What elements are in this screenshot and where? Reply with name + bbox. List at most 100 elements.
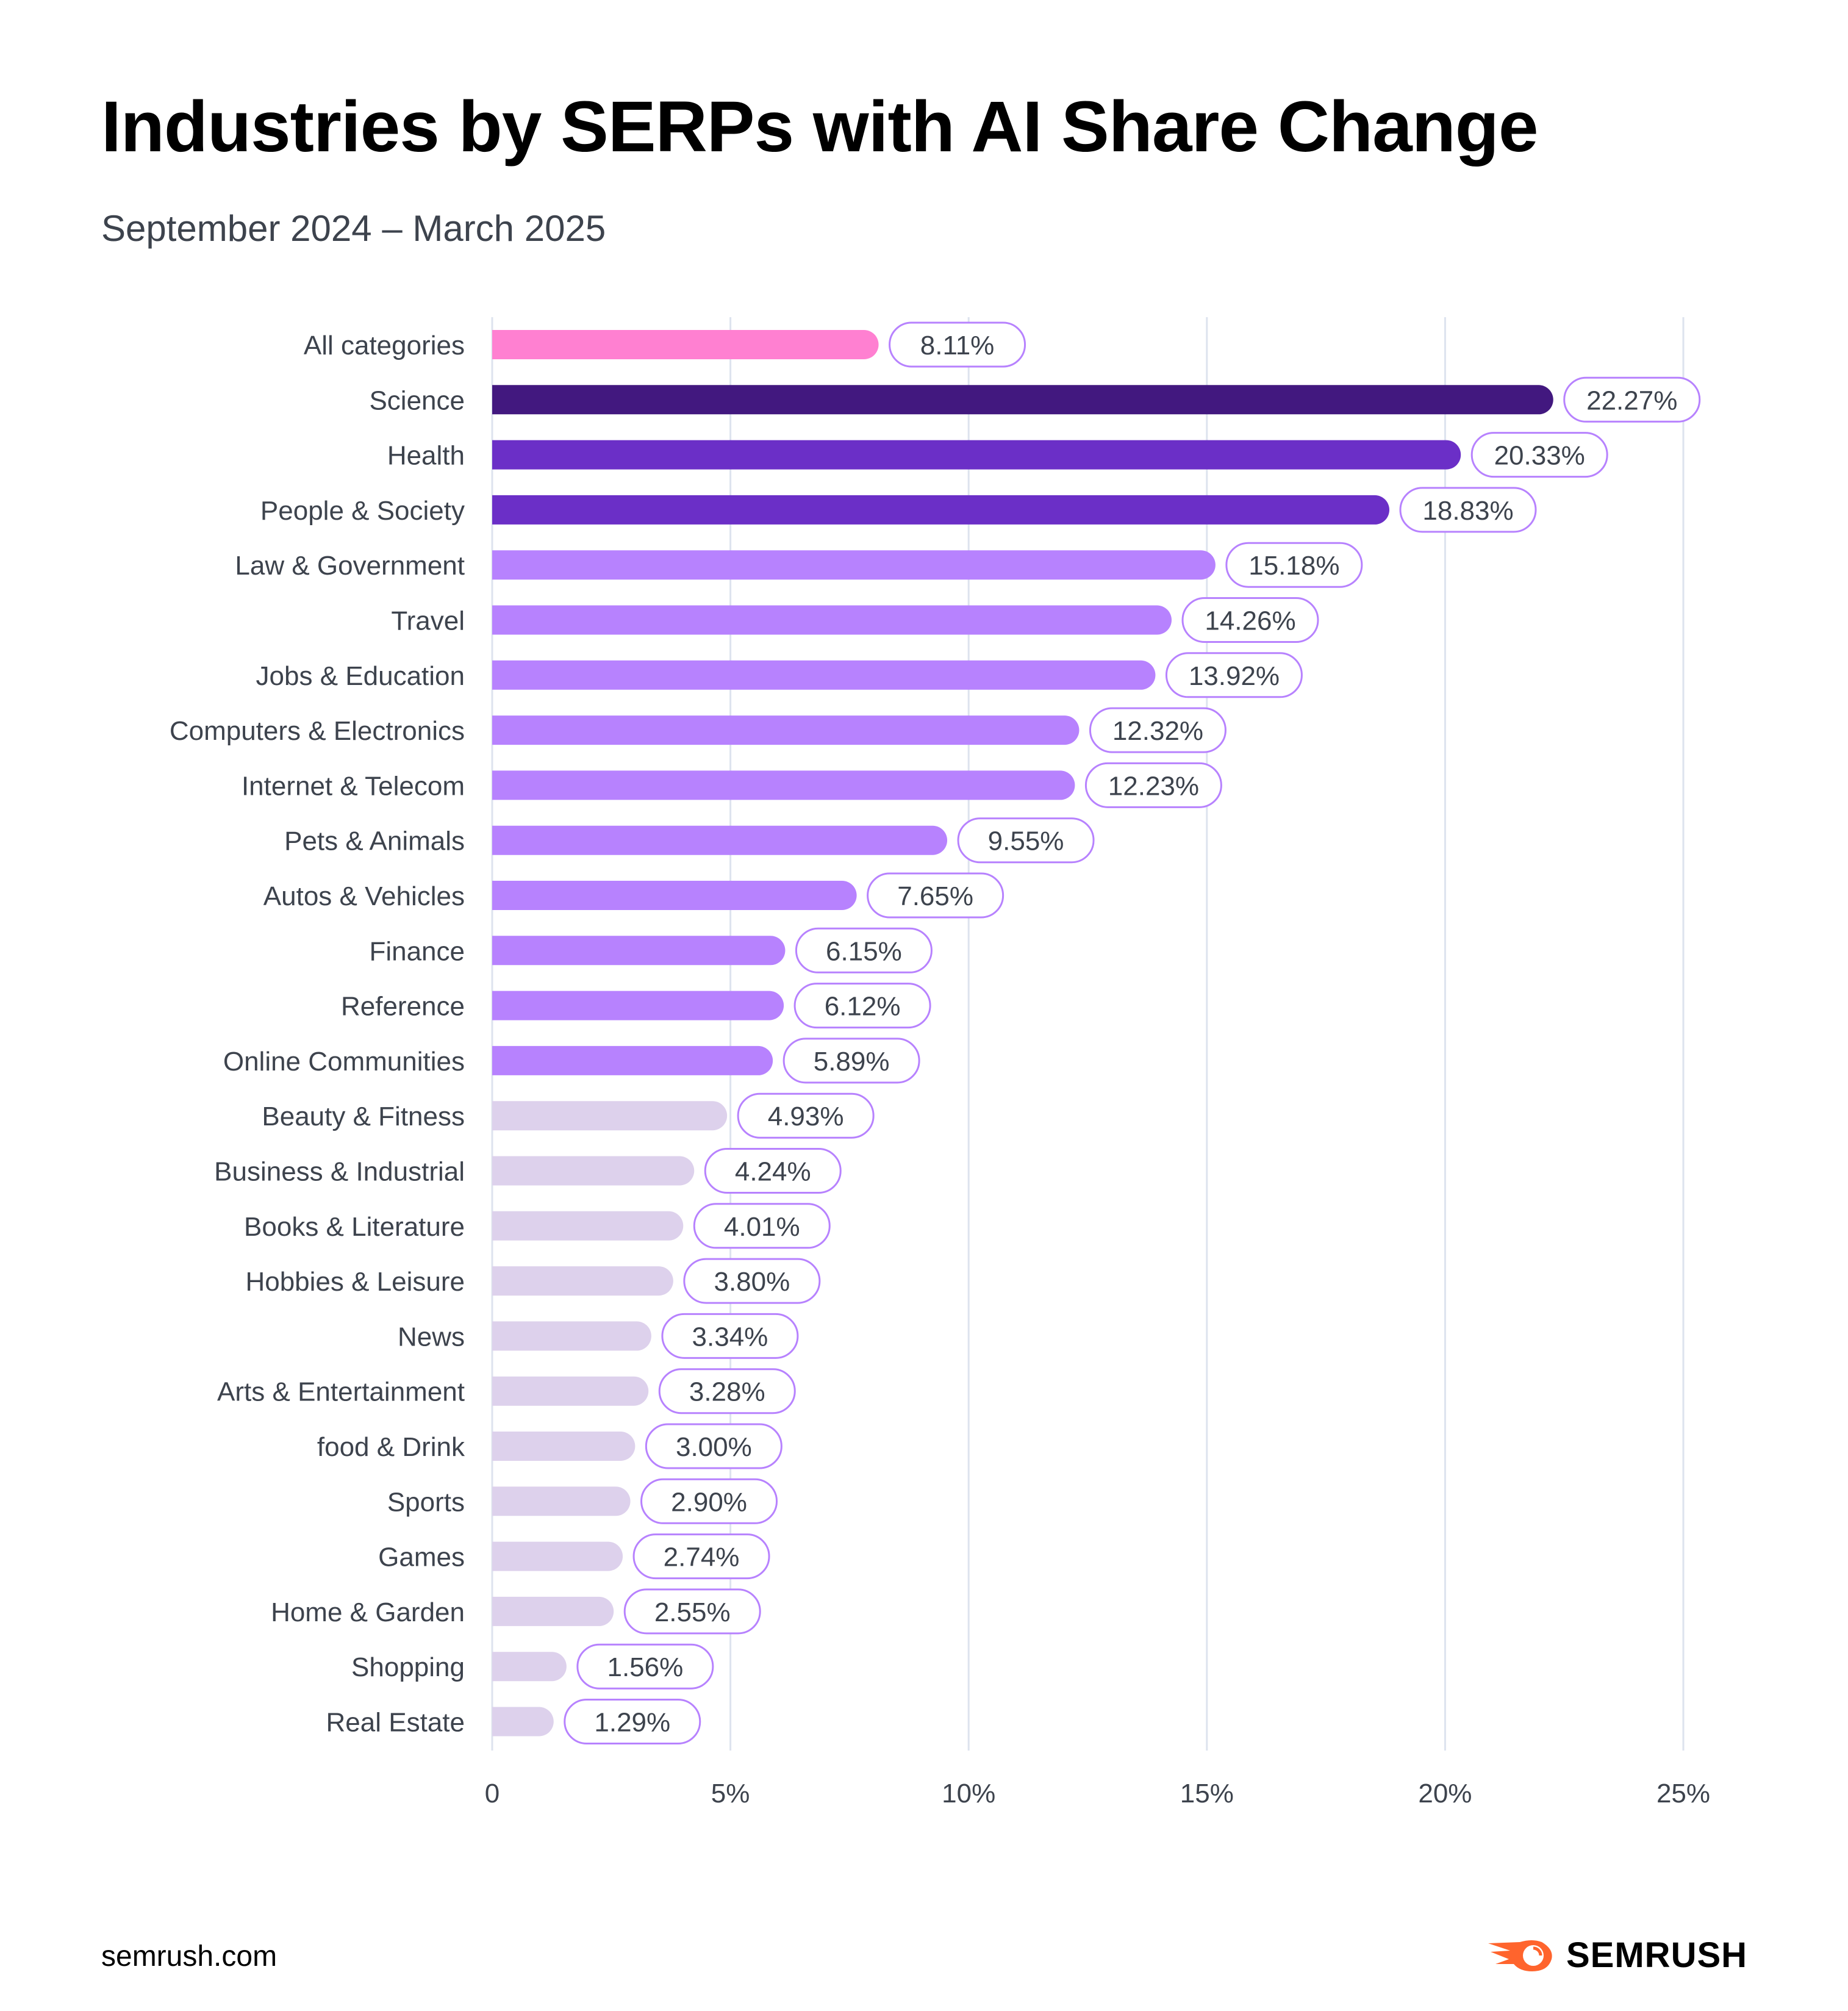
bar xyxy=(492,1707,554,1737)
value-label: 6.15% xyxy=(826,936,902,966)
category-label: Beauty & Fitness xyxy=(262,1102,465,1131)
category-label: Computers & Electronics xyxy=(170,716,465,746)
bar xyxy=(492,1101,728,1131)
x-tick-label: 5% xyxy=(711,1779,750,1808)
value-label-pill xyxy=(1399,487,1537,533)
value-label: 4.93% xyxy=(768,1102,844,1131)
x-tick-labels: 0 5% 10% 15% 20% 25% xyxy=(485,1779,1710,1808)
value-label: 2.55% xyxy=(654,1597,731,1627)
bar-chart: All categories Science Health People & Soci… xyxy=(170,317,1710,1808)
value-label-pill xyxy=(576,1643,714,1690)
value-label: 4.24% xyxy=(735,1157,811,1187)
value-label-pill xyxy=(658,1368,796,1414)
category-label: Law & Government xyxy=(235,551,465,581)
x-tick-label: 15% xyxy=(1180,1779,1234,1808)
value-label-pill xyxy=(1470,432,1608,478)
bar xyxy=(492,605,1172,635)
brand-wordmark: SEMRUSH xyxy=(1566,1935,1748,1975)
value-label-pill xyxy=(661,1313,799,1359)
bar xyxy=(492,385,1553,415)
bar xyxy=(492,991,784,1020)
value-label: 22.27% xyxy=(1586,385,1677,415)
category-label: Autos & Vehicles xyxy=(263,881,465,911)
bar xyxy=(492,1541,623,1571)
category-label: Pets & Animals xyxy=(284,826,465,856)
value-label: 1.56% xyxy=(607,1652,683,1682)
category-label: Finance xyxy=(369,936,465,966)
category-label: Real Estate xyxy=(326,1708,465,1738)
bar xyxy=(492,1596,614,1626)
value-label: 18.83% xyxy=(1422,496,1513,526)
value-label: 9.55% xyxy=(988,826,1064,856)
x-tick-label: 0 xyxy=(485,1779,500,1808)
bars xyxy=(492,330,1553,1737)
bar xyxy=(492,1045,773,1075)
chart-title: Industries by SERPs with AI Share Change xyxy=(101,87,1538,167)
value-label-pill xyxy=(1084,762,1222,808)
value-label-pill xyxy=(704,1148,842,1194)
category-label: Travel xyxy=(391,606,465,636)
value-label-pill xyxy=(1089,707,1227,753)
x-tick-label: 20% xyxy=(1418,1779,1472,1808)
value-label: 8.11% xyxy=(920,331,995,360)
category-label: People & Society xyxy=(260,496,465,526)
category-label: Arts & Entertainment xyxy=(217,1377,465,1407)
category-label: food & Drink xyxy=(317,1432,465,1462)
value-label: 5.89% xyxy=(814,1047,890,1077)
value-label: 1.29% xyxy=(594,1708,670,1738)
value-label: 3.28% xyxy=(689,1377,765,1407)
bar xyxy=(492,715,1080,745)
bar xyxy=(492,881,857,910)
category-labels: All categories Science Health People & Soci… xyxy=(170,331,465,1738)
bar xyxy=(492,770,1075,800)
value-label-pill xyxy=(693,1203,831,1249)
bar xyxy=(492,1652,567,1682)
bar xyxy=(492,1321,651,1351)
category-label: Home & Garden xyxy=(271,1597,465,1627)
bar xyxy=(492,1266,673,1296)
value-label-pill xyxy=(640,1478,778,1524)
value-label-pill xyxy=(783,1038,920,1084)
category-label: Business & Industrial xyxy=(214,1157,465,1187)
value-labels: 8.11% 22.27%20.33% 18.83% 15.18% 14.26% 13.92… xyxy=(564,321,1701,1744)
value-label: 3.00% xyxy=(676,1432,752,1462)
value-label-pill xyxy=(645,1423,783,1469)
value-label: 3.34% xyxy=(692,1322,768,1352)
value-label: 2.90% xyxy=(671,1487,747,1517)
bar xyxy=(492,660,1156,690)
category-label: Sports xyxy=(387,1487,465,1517)
value-label-pill xyxy=(889,321,1026,368)
semrush-logo: SEMRUSH xyxy=(1488,1935,1747,1976)
value-label: 20.33% xyxy=(1494,441,1585,471)
category-label: Health xyxy=(387,441,465,471)
value-label-pill xyxy=(1563,376,1701,423)
bar xyxy=(492,825,948,855)
value-label: 4.01% xyxy=(724,1212,800,1242)
value-label-pill xyxy=(957,817,1095,864)
footer-url: semrush.com xyxy=(101,1940,278,1973)
value-label: 6.12% xyxy=(825,992,901,1022)
category-label: Games xyxy=(378,1543,465,1572)
category-label: News xyxy=(398,1322,465,1352)
value-label-pill xyxy=(867,872,1005,919)
value-label-pill xyxy=(632,1533,770,1580)
value-label: 15.18% xyxy=(1248,551,1339,581)
bar xyxy=(492,936,786,966)
category-label: Books & Literature xyxy=(244,1212,465,1242)
value-label: 7.65% xyxy=(897,881,973,911)
bar xyxy=(492,1156,695,1186)
bar xyxy=(492,1486,631,1516)
value-label-pill xyxy=(795,927,933,973)
value-label-pill xyxy=(793,983,931,1029)
bar xyxy=(492,1376,649,1406)
value-label: 14.26% xyxy=(1205,606,1295,636)
bar xyxy=(492,1432,636,1461)
category-label: Reference xyxy=(341,992,465,1022)
value-label: 3.80% xyxy=(714,1267,790,1297)
category-label: Hobbies & Leisure xyxy=(245,1267,465,1297)
x-tick-label: 10% xyxy=(942,1779,995,1808)
bar xyxy=(492,440,1461,470)
value-label: 2.74% xyxy=(664,1543,740,1572)
semrush-fireball-icon xyxy=(1488,1940,1552,1971)
category-label: Online Communities xyxy=(223,1047,465,1077)
